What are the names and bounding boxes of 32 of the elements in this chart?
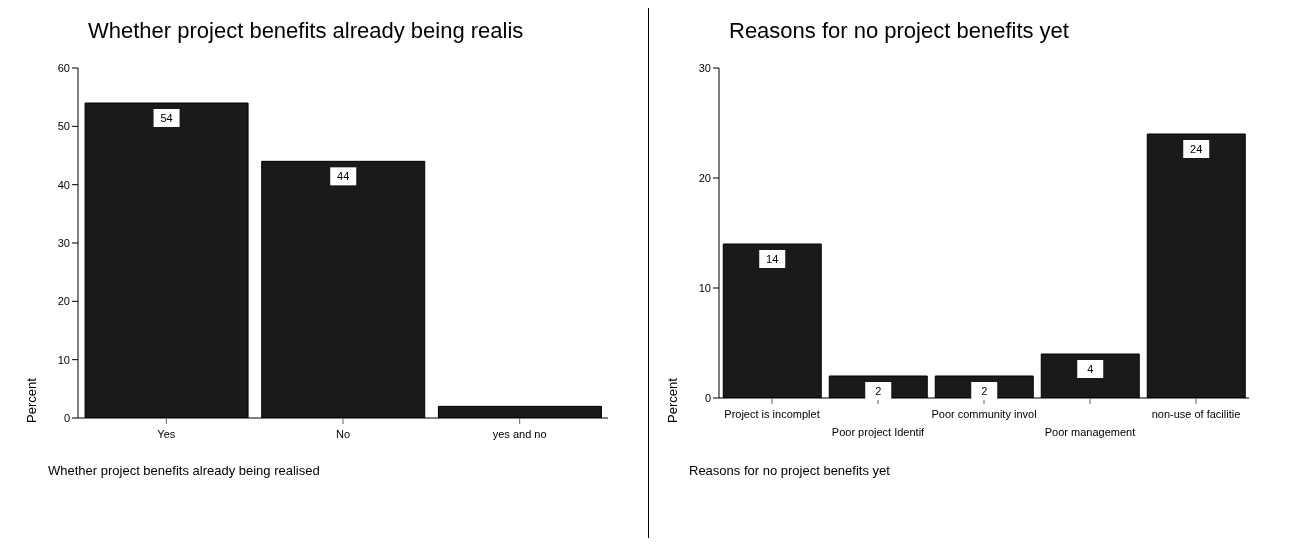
x-tick-label: Poor community invol: [931, 408, 1037, 420]
x-axis-title: Reasons for no project benefits yet: [689, 463, 890, 478]
chart-title: Reasons for no project benefits yet: [729, 18, 1069, 44]
y-axis-title: Percent: [665, 378, 680, 423]
y-tick-label: 30: [698, 61, 711, 74]
y-tick-label: 0: [63, 411, 70, 424]
y-tick-label: 40: [57, 178, 70, 191]
x-tick-label: Poor project Identif: [831, 426, 926, 438]
x-axis-title: Whether project benefits already being realised: [48, 463, 320, 478]
x-tick-label: non-use of facilitie: [1151, 408, 1241, 420]
x-tick-label: yes and no: [492, 428, 547, 440]
y-tick-label: 0: [704, 391, 711, 404]
data-label: 54: [160, 112, 173, 124]
x-tick-label: Project is incomplet: [724, 408, 820, 420]
y-tick-label: 50: [57, 120, 70, 133]
y-tick-label: 20: [698, 171, 711, 184]
data-label: 14: [766, 253, 779, 265]
y-tick-label: 60: [57, 61, 70, 74]
chart-title: Whether project benefits already being realis: [88, 18, 524, 44]
x-tick-label: Yes: [157, 428, 176, 440]
y-tick-label: 30: [57, 236, 70, 249]
data-label: 2: [875, 385, 882, 397]
data-label: 4: [1087, 363, 1094, 375]
y-tick-label: 10: [57, 353, 70, 366]
data-label: 24: [1190, 143, 1203, 155]
y-axis-title: Percent: [24, 378, 39, 423]
x-tick-label: Poor management: [1044, 426, 1136, 438]
y-tick-label: 20: [57, 295, 70, 308]
data-label: 44: [337, 170, 350, 183]
x-tick-label: No: [335, 428, 351, 440]
y-tick-label: 10: [698, 281, 711, 294]
data-label: 2: [981, 385, 988, 397]
